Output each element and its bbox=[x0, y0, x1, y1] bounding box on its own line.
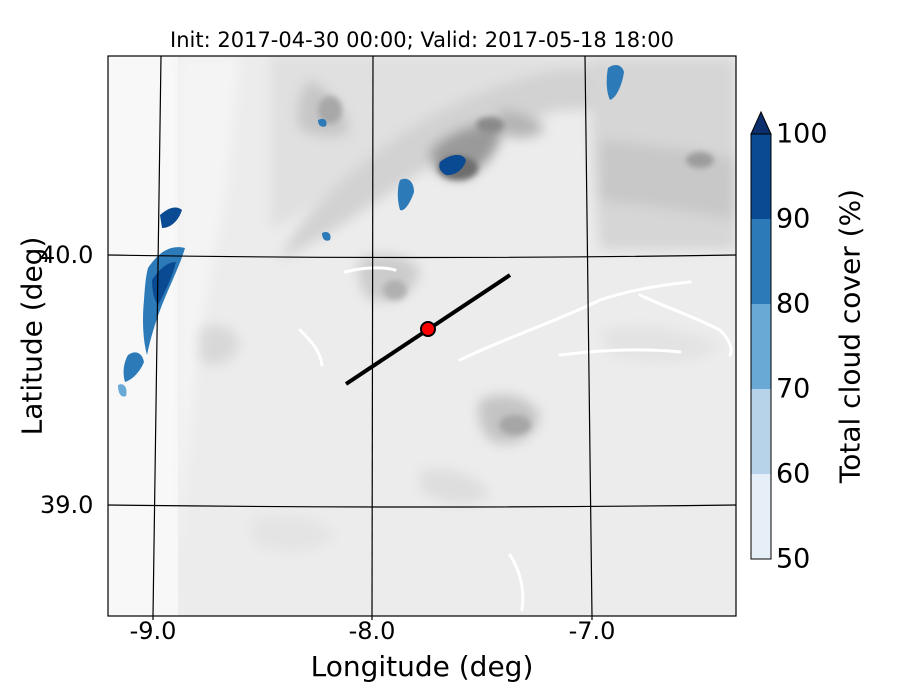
location-marker bbox=[420, 321, 436, 337]
x-axis-label: Longitude (deg) bbox=[310, 650, 534, 683]
x-tick-label: -9.0 bbox=[129, 617, 177, 645]
plot-frame bbox=[107, 55, 737, 617]
colorbar-segment-60 bbox=[751, 389, 771, 474]
cloud-cover-layer bbox=[118, 64, 624, 397]
y-axis-label: Latitude (deg) bbox=[15, 236, 49, 436]
graticule bbox=[107, 55, 737, 617]
x-tick-label: -8.0 bbox=[348, 617, 396, 645]
colorbar-tick-label: 60 bbox=[776, 458, 811, 490]
colorbar-segment-90 bbox=[751, 134, 771, 219]
meridian-7 bbox=[584, 55, 593, 617]
colorbar-label: Total cloud cover (%) bbox=[833, 188, 867, 484]
colorbar-frame bbox=[750, 133, 772, 560]
colorbar-tick-label: 80 bbox=[776, 288, 811, 320]
meridian-8 bbox=[371, 55, 374, 617]
parallel-40 bbox=[107, 254, 737, 259]
map-title: Init: 2017-04-30 00:00; Valid: 2017-05-1… bbox=[170, 28, 674, 52]
y-tick-label: 39.0 bbox=[40, 491, 94, 519]
colorbar-segment-50 bbox=[751, 474, 771, 559]
parallel-39 bbox=[107, 504, 737, 508]
colorbar-tick-label: 50 bbox=[776, 543, 811, 575]
colorbar-tick-label: 70 bbox=[776, 373, 811, 405]
colorbar bbox=[750, 110, 772, 560]
meridian-9 bbox=[152, 55, 162, 617]
colorbar-tick-label: 90 bbox=[776, 203, 811, 235]
x-tick-label: -7.0 bbox=[568, 617, 616, 645]
x-tick-marks bbox=[152, 616, 593, 620]
colorbar-extend-arrow bbox=[750, 110, 772, 135]
colorbar-tick-label: 100 bbox=[776, 118, 828, 150]
colorbar-segment-70 bbox=[751, 304, 771, 389]
terrain-layer bbox=[108, 56, 736, 616]
colorbar-segment-80 bbox=[751, 219, 771, 304]
y-tick-label: 40.0 bbox=[40, 241, 94, 269]
